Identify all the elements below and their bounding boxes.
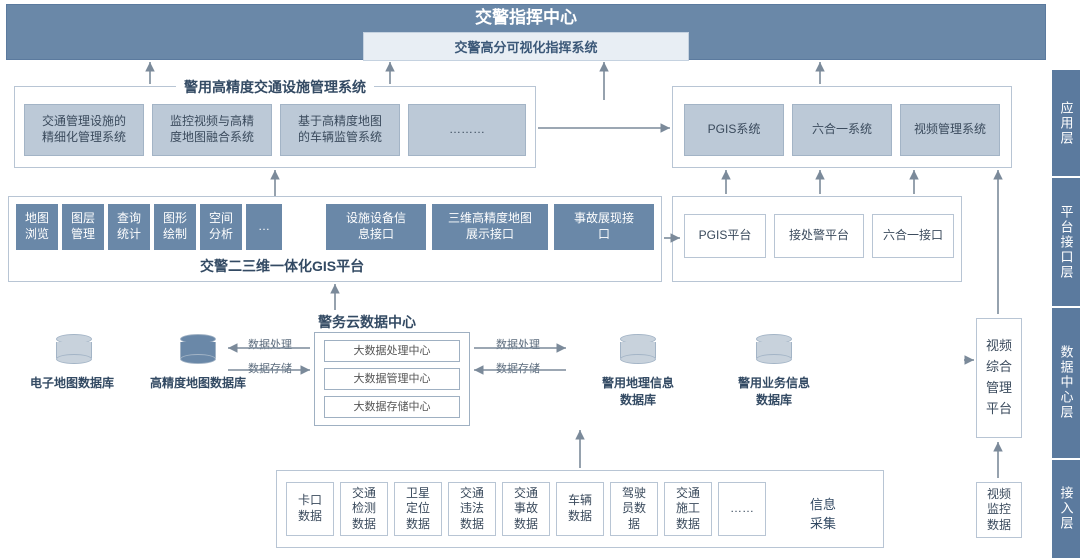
db-geo: 警用地理信息数据库 [578, 374, 698, 408]
gis-b1: 三维高精度地图展示接口 [432, 204, 548, 250]
gis-s0: 地图浏览 [16, 204, 58, 250]
app-left-2: 基于高精度地图的车辆监管系统 [280, 104, 400, 156]
dc-2: 大数据存储中心 [324, 396, 460, 418]
acc-0: 卡口数据 [286, 482, 334, 536]
db-icon-hdmap [180, 334, 216, 366]
video-platform: 视频综合管理平台 [976, 318, 1022, 438]
command-center-header: 交警指挥中心 交警高分可视化指挥系统 [6, 4, 1046, 60]
access-video: 视频监控数据 [976, 482, 1022, 538]
app-right-1: 六合一系统 [792, 104, 892, 156]
db-icon-geo [620, 334, 656, 366]
dc-0: 大数据处理中心 [324, 340, 460, 362]
layer-platform: 平台接口层 [1052, 178, 1080, 308]
layer-app: 应用层 [1052, 70, 1080, 178]
gis-title: 交警二三维一体化GIS平台 [200, 256, 364, 276]
app-left-title: 警用高精度交通设施管理系统 [176, 77, 374, 97]
gis-s1: 图层管理 [62, 204, 104, 250]
app-left-0: 交通管理设施的精细化管理系统 [24, 104, 144, 156]
acc-4: 交通事故数据 [502, 482, 550, 536]
layer-datacenter: 数据中心层 [1052, 308, 1080, 460]
gis-s5: … [246, 204, 282, 250]
acc-7: 交通施工数据 [664, 482, 712, 536]
lbl-proc-l: 数据处理 [248, 336, 292, 352]
header-title: 交警指挥中心 [475, 3, 577, 28]
gis-b0: 设施设备信息接口 [326, 204, 426, 250]
db-icon-emap [56, 334, 92, 366]
header-subtitle: 交警高分可视化指挥系统 [363, 32, 688, 61]
dc-1: 大数据管理中心 [324, 368, 460, 390]
layer-labels: 应用层 平台接口层 数据中心层 接入层 [1052, 70, 1080, 560]
dc-title: 警务云数据中心 [318, 312, 416, 332]
gis-s2: 查询统计 [108, 204, 150, 250]
gis-b2: 事故展现接口 [554, 204, 654, 250]
access-label: 信息采集 [810, 494, 836, 532]
lbl-store-l: 数据存储 [248, 360, 292, 376]
acc-8: …… [718, 482, 766, 536]
acc-2: 卫星定位数据 [394, 482, 442, 536]
gis-s3: 图形绘制 [154, 204, 196, 250]
db-emap: 电子地图数据库 [12, 374, 132, 391]
app-left-1: 监控视频与高精度地图融合系统 [152, 104, 272, 156]
app-right-2: 视频管理系统 [900, 104, 1000, 156]
acc-6: 驾驶员数据 [610, 482, 658, 536]
acc-3: 交通违法数据 [448, 482, 496, 536]
app-right-0: PGIS系统 [684, 104, 784, 156]
app-left-3: ……… [408, 104, 526, 156]
acc-1: 交通检测数据 [340, 482, 388, 536]
plat-r0: PGIS平台 [684, 214, 766, 258]
db-icon-biz [756, 334, 792, 366]
db-hdmap: 高精度地图数据库 [138, 374, 258, 391]
acc-5: 车辆数据 [556, 482, 604, 536]
db-biz: 警用业务信息数据库 [714, 374, 834, 408]
lbl-proc-r: 数据处理 [496, 336, 540, 352]
plat-r2: 六合一接口 [872, 214, 954, 258]
layer-access: 接入层 [1052, 460, 1080, 560]
gis-s4: 空间分析 [200, 204, 242, 250]
plat-r1: 接处警平台 [774, 214, 864, 258]
lbl-store-r: 数据存储 [496, 360, 540, 376]
